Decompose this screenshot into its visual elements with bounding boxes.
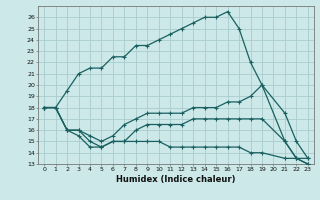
X-axis label: Humidex (Indice chaleur): Humidex (Indice chaleur): [116, 175, 236, 184]
